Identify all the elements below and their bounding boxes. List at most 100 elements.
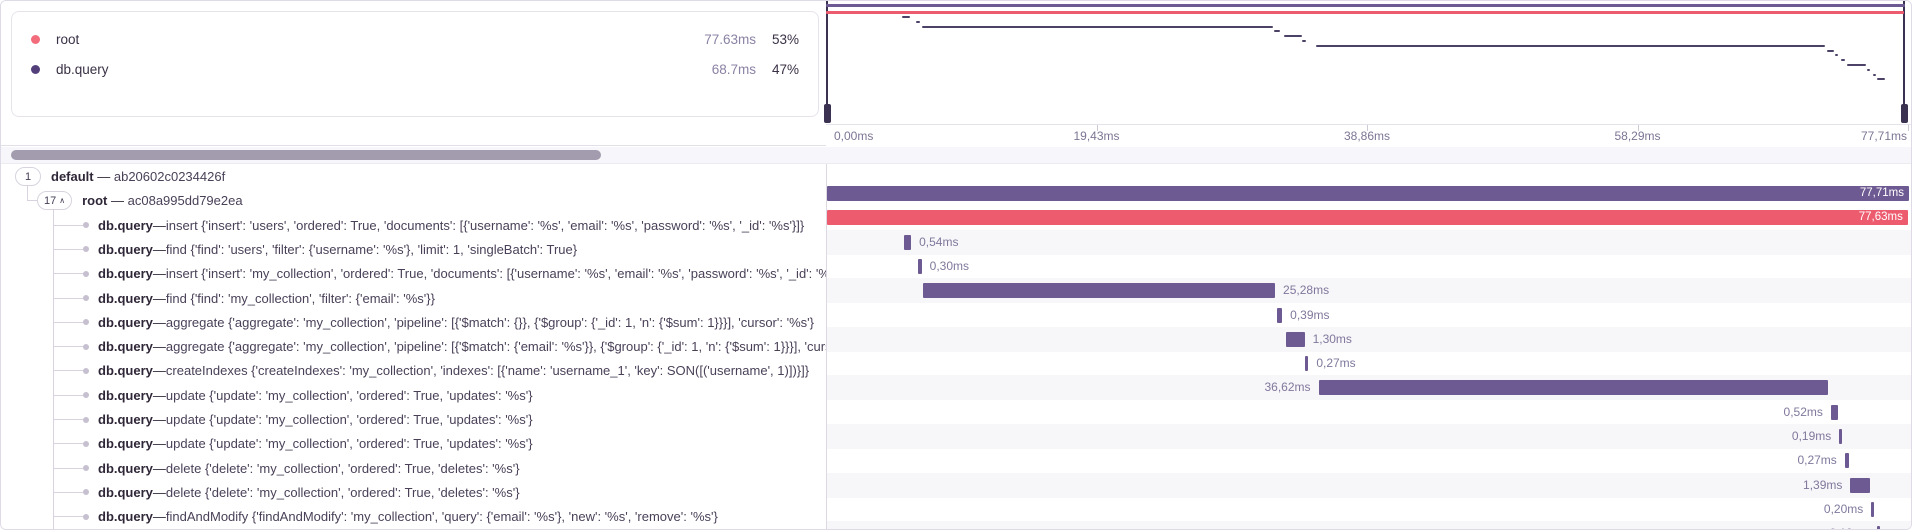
tree-row-span[interactable]: db.query — aggregate {'aggregate': 'my_c…: [1, 310, 826, 335]
tree-row-span[interactable]: db.query — findAndModify {'findAndModify…: [1, 504, 826, 529]
waterfall-row[interactable]: 1,39ms: [827, 472, 1911, 498]
waterfall-row[interactable]: 0,19ms: [827, 424, 1911, 449]
waterfall-row[interactable]: 0,52ms: [827, 400, 1911, 425]
separator: —: [152, 460, 166, 476]
tree-row-span[interactable]: db.query — update {'update': 'my_collect…: [1, 431, 826, 456]
span-bar[interactable]: [903, 234, 912, 250]
span-duration-label: 0,27ms: [1797, 453, 1837, 468]
legend-item-db.query[interactable]: db.query 68.7ms 47%: [12, 54, 818, 84]
tree-branch: [53, 297, 85, 299]
span-bar[interactable]: [1850, 477, 1870, 493]
tree-branch-dot-icon: [83, 513, 89, 520]
span-bar[interactable]: [1286, 331, 1305, 347]
span-bar[interactable]: [1304, 356, 1309, 372]
tree-connector: [27, 186, 28, 200]
legend-duration: 68.7ms: [711, 61, 756, 77]
span-duration-label: 1,39ms: [1803, 477, 1843, 492]
panel-divider[interactable]: [826, 164, 827, 529]
tree-row-span[interactable]: db.query — createIndexes {'createIndexes…: [1, 358, 826, 383]
tree-branch-dot-icon: [83, 246, 89, 253]
waterfall-row[interactable]: 0,54ms: [827, 229, 1911, 255]
legend-op-label: db.query: [56, 61, 109, 77]
tree-branch-dot-icon: [83, 440, 89, 447]
separator: —: [152, 217, 166, 233]
span-duration-label: 0,39ms: [1290, 307, 1330, 322]
span-bar[interactable]: [917, 258, 922, 274]
waterfall-row[interactable]: 0,30ms: [827, 254, 1911, 279]
span-bar[interactable]: [1839, 429, 1843, 444]
waterfall-row[interactable]: 0,27ms: [827, 448, 1911, 473]
trace-minimap[interactable]: [823, 1, 1908, 123]
span-bar[interactable]: 77,63ms: [827, 210, 1908, 226]
tree-branch: [53, 443, 85, 445]
axis-tick-mark: [1096, 125, 1098, 131]
tree-branch: [53, 321, 85, 323]
waterfall-row[interactable]: 77,71ms: [827, 181, 1911, 206]
waterfall-row[interactable]: 0,19ms: [827, 521, 1911, 529]
horizontal-scrollbar[interactable]: [1, 147, 1911, 164]
minimap-right-handle[interactable]: [1900, 1, 1908, 123]
span-description: find {'find': 'my_collection', 'filter':…: [165, 290, 435, 306]
span-bar[interactable]: [1830, 404, 1839, 420]
minimap-span-line: [1284, 35, 1303, 38]
tree-row-span[interactable]: db.query — aggregate {'aggregate': 'my_c…: [1, 334, 826, 359]
span-op: db.query: [98, 484, 153, 500]
span-duration-label: 0,20ms: [1823, 501, 1864, 516]
span-description: findAndModify {'findAndModify': 'my_coll…: [165, 509, 718, 525]
span-bar[interactable]: [923, 283, 1276, 299]
separator: —: [152, 314, 166, 330]
span-description: createIndexes {'createIndexes': 'my_coll…: [165, 363, 810, 379]
span-bar[interactable]: [1276, 307, 1283, 323]
tree-row-span[interactable]: db.query — delete {'delete': 'my_collect…: [1, 456, 826, 481]
ops-breakdown: root 77.63ms 53% db.query 68.7ms 47%: [11, 11, 819, 117]
minimap-span-line: [826, 11, 1904, 14]
scrollbar-thumb[interactable]: [11, 150, 601, 160]
badge-count: 17: [44, 194, 57, 207]
tree-row-default[interactable]: 1 default — ab20602c0234426f: [1, 164, 826, 189]
tree-branch: [53, 419, 85, 420]
tree-row-span[interactable]: db.query — update {'update': 'my_collect…: [1, 407, 826, 432]
span-bar[interactable]: [1876, 526, 1880, 529]
tree-row-span[interactable]: db.query — delete {'delete': 'my_collect…: [1, 480, 826, 505]
tree-branch-dot-icon: [83, 295, 89, 301]
waterfall-row[interactable]: 1,30ms: [827, 326, 1911, 352]
badge-count: 1: [24, 170, 32, 183]
span-op: db.query: [98, 290, 153, 306]
separator: —: [152, 266, 166, 282]
span-description: aggregate {'aggregate': 'my_collection',…: [165, 314, 814, 330]
span-description: insert {'insert': 'users', 'ordered': Tr…: [165, 217, 805, 233]
minimap-right-grip-icon[interactable]: [1900, 104, 1908, 123]
minimap-span-line: [1877, 78, 1885, 81]
waterfall-row[interactable]: 36,62ms: [827, 375, 1911, 401]
tree-row-span[interactable]: db.query — find {'find': 'users', 'filte…: [1, 237, 826, 262]
waterfall-row[interactable]: 0,20ms: [827, 497, 1911, 522]
tree-row-span[interactable]: db.query — update {'update': 'my_collect…: [1, 383, 826, 408]
minimap-left-grip-icon[interactable]: [823, 104, 831, 123]
span-duration-label: 0,54ms: [919, 234, 959, 249]
legend-dot-icon: [31, 64, 40, 74]
span-bar[interactable]: [1318, 380, 1829, 396]
tree-branch: [53, 394, 85, 396]
tree-branch-dot-icon: [83, 270, 89, 277]
separator: —: [107, 192, 128, 208]
waterfall-row[interactable]: 0,39ms: [827, 303, 1911, 328]
minimap-left-handle[interactable]: [823, 1, 831, 123]
minimap-span-line: [826, 4, 1905, 7]
tree-row-root[interactable]: 17 ∧ root — ac08a995dd79e2ea: [1, 188, 826, 213]
legend-item-root[interactable]: root 77.63ms 53%: [12, 24, 818, 54]
waterfall-row[interactable]: 0,27ms: [827, 351, 1911, 376]
tree-row-span[interactable]: db.query — insert {'insert': 'users', 'o…: [1, 213, 826, 238]
span-tree: 1 default — ab20602c0234426f 17 ∧ root — ac0…: [1, 147, 826, 529]
span-bar[interactable]: [1844, 453, 1849, 469]
waterfall-row[interactable]: 77,63ms: [827, 205, 1911, 230]
tree-row-span[interactable]: db.query — find {'find': 'my_collection'…: [1, 286, 826, 311]
waterfall-row[interactable]: 25,28ms: [827, 278, 1911, 304]
tree-branch-dot-icon: [83, 489, 89, 496]
separator: —: [152, 509, 166, 525]
span-count-badge[interactable]: 1: [15, 167, 41, 186]
span-op: db.query: [98, 460, 153, 476]
span-bar[interactable]: 77,71ms: [827, 186, 1909, 201]
tree-row-span[interactable]: db.query — insert {'insert': 'my_collect…: [1, 261, 826, 286]
span-bar[interactable]: [1871, 501, 1875, 517]
span-count-badge[interactable]: 17 ∧: [37, 191, 73, 211]
